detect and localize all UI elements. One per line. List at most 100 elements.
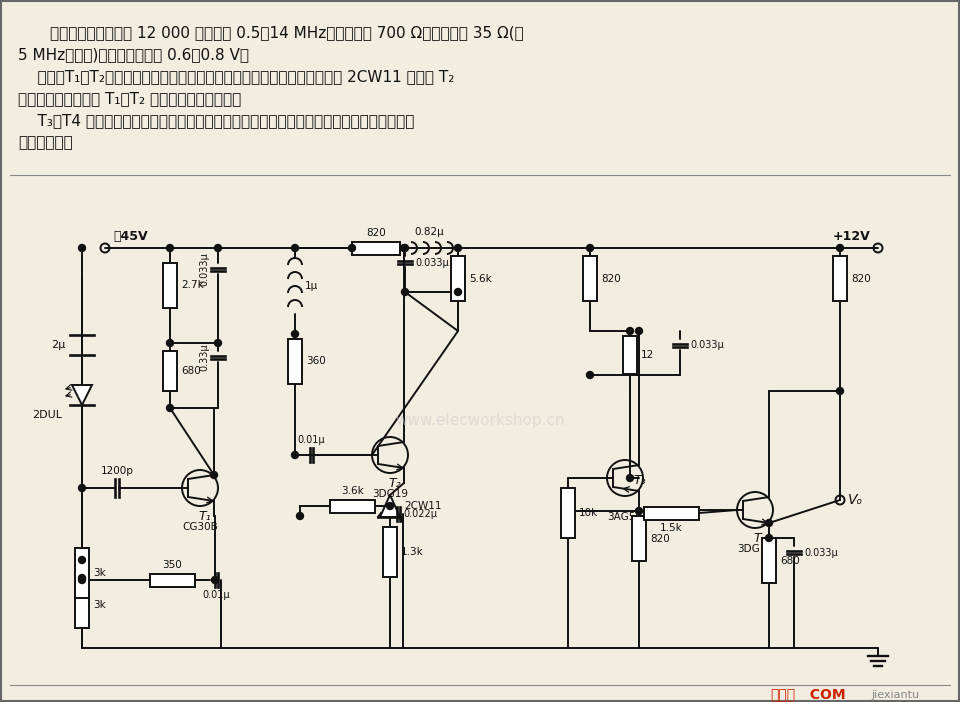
Bar bbox=[150, 574, 195, 587]
Bar bbox=[288, 339, 302, 384]
Circle shape bbox=[836, 244, 844, 251]
Text: 820: 820 bbox=[601, 274, 621, 284]
Text: 680: 680 bbox=[181, 366, 201, 376]
Text: 0.82μ: 0.82μ bbox=[414, 227, 444, 237]
Text: jiexiantu: jiexiantu bbox=[871, 690, 919, 700]
Circle shape bbox=[401, 244, 409, 251]
Text: T₄: T₄ bbox=[754, 532, 766, 545]
Text: －45V: －45V bbox=[113, 230, 148, 242]
Polygon shape bbox=[72, 385, 92, 405]
Bar bbox=[762, 538, 776, 583]
Bar bbox=[833, 256, 847, 301]
Text: 3AG50: 3AG50 bbox=[608, 512, 642, 522]
Text: 3k: 3k bbox=[93, 600, 106, 611]
Bar bbox=[561, 488, 575, 538]
Circle shape bbox=[765, 519, 773, 526]
Text: 360: 360 bbox=[306, 357, 325, 366]
Text: 0.01μ: 0.01μ bbox=[203, 590, 230, 600]
Bar bbox=[644, 507, 699, 520]
Polygon shape bbox=[380, 495, 400, 517]
Text: 820: 820 bbox=[366, 228, 386, 238]
Text: 5 MHz处测量)，输出噪声电平 0.6～0.8 V。: 5 MHz处测量)，输出噪声电平 0.6～0.8 V。 bbox=[18, 47, 249, 62]
Text: 0.033μ: 0.033μ bbox=[804, 548, 838, 557]
Bar bbox=[163, 263, 177, 308]
Circle shape bbox=[636, 328, 642, 334]
Circle shape bbox=[292, 451, 299, 458]
Text: Vₒ: Vₒ bbox=[848, 493, 863, 507]
Circle shape bbox=[627, 328, 634, 334]
Circle shape bbox=[454, 244, 462, 251]
Text: CG30B: CG30B bbox=[182, 522, 218, 532]
Text: 350: 350 bbox=[162, 560, 182, 570]
Bar bbox=[383, 527, 397, 577]
Text: 10k: 10k bbox=[579, 508, 598, 518]
Bar bbox=[75, 583, 89, 628]
Text: 2μ: 2μ bbox=[51, 340, 65, 350]
Text: +12V: +12V bbox=[832, 230, 870, 242]
Circle shape bbox=[79, 484, 85, 491]
Circle shape bbox=[401, 289, 409, 296]
Text: 的传输系数。: 的传输系数。 bbox=[18, 135, 73, 150]
Circle shape bbox=[765, 534, 773, 541]
Text: 12: 12 bbox=[641, 350, 655, 360]
Circle shape bbox=[166, 244, 174, 251]
Text: 0.022μ: 0.022μ bbox=[403, 509, 437, 519]
Circle shape bbox=[636, 508, 642, 515]
Text: 0.33μ: 0.33μ bbox=[199, 344, 209, 371]
Circle shape bbox=[166, 404, 174, 411]
Text: T₁: T₁ bbox=[199, 510, 211, 523]
Text: 2.7k: 2.7k bbox=[181, 281, 204, 291]
Circle shape bbox=[587, 244, 593, 251]
Bar bbox=[75, 548, 89, 598]
Text: 2DUL: 2DUL bbox=[32, 410, 62, 420]
Text: 820: 820 bbox=[851, 274, 871, 284]
Text: 0.033μ: 0.033μ bbox=[415, 258, 448, 267]
Text: 的发射极电位，保证 T₁，T₂ 之间的电位配置关系。: 的发射极电位，保证 T₁，T₂ 之间的电位配置关系。 bbox=[18, 91, 241, 106]
Circle shape bbox=[297, 512, 303, 519]
Circle shape bbox=[210, 472, 218, 479]
Circle shape bbox=[400, 244, 407, 251]
Circle shape bbox=[292, 244, 299, 251]
Text: 5.6k: 5.6k bbox=[469, 274, 492, 284]
Text: T₃: T₃ bbox=[633, 475, 646, 487]
Text: T₃，T4 为直接耦合反馈对，属于电压串联负反馈，降低输出阱抗，借以提高对低负载阱抗: T₃，T4 为直接耦合反馈对，属于电压串联负反馈，降低输出阱抗，借以提高对低负载… bbox=[18, 113, 415, 128]
Text: 0.033μ: 0.033μ bbox=[199, 253, 209, 286]
Text: 1.3k: 1.3k bbox=[401, 547, 423, 557]
Text: 1μ: 1μ bbox=[305, 281, 319, 291]
Text: 图中，T₁，T₂为直接耦合放大器，它们接成并联电流负反馈。稳压二极管 2CW11 提高了 T₂: 图中，T₁，T₂为直接耦合放大器，它们接成并联电流负反馈。稳压二极管 2CW11… bbox=[18, 69, 454, 84]
Circle shape bbox=[214, 244, 222, 251]
Text: 接线图: 接线图 bbox=[770, 688, 795, 702]
Text: 3k: 3k bbox=[93, 568, 106, 578]
Circle shape bbox=[387, 503, 394, 510]
Bar bbox=[623, 336, 637, 374]
Text: 0.033μ: 0.033μ bbox=[690, 340, 724, 350]
Text: T₂: T₂ bbox=[389, 477, 401, 490]
Text: 0.01μ: 0.01μ bbox=[298, 435, 325, 445]
Text: 本电路放大倍数约为 12 000 倍，带宽 0.5～14 MHz，输入阱抗 700 Ω，输出阱抗 35 Ω(在: 本电路放大倍数约为 12 000 倍，带宽 0.5～14 MHz，输入阱抗 70… bbox=[50, 25, 524, 40]
Bar bbox=[451, 256, 465, 301]
Text: 820: 820 bbox=[650, 534, 670, 543]
Text: 680: 680 bbox=[780, 555, 800, 566]
Text: 3DG19: 3DG19 bbox=[737, 544, 773, 554]
Circle shape bbox=[292, 331, 299, 338]
Bar bbox=[163, 351, 177, 391]
Circle shape bbox=[348, 244, 355, 251]
Circle shape bbox=[79, 574, 85, 581]
Circle shape bbox=[214, 340, 222, 347]
Text: COM: COM bbox=[800, 688, 846, 702]
Text: 1200p: 1200p bbox=[101, 466, 133, 476]
Circle shape bbox=[79, 244, 85, 251]
Bar bbox=[632, 516, 646, 561]
Text: www.elecworkshop.cn: www.elecworkshop.cn bbox=[396, 413, 564, 428]
Circle shape bbox=[166, 340, 174, 347]
Circle shape bbox=[211, 576, 219, 583]
Text: 2CW11: 2CW11 bbox=[404, 501, 442, 511]
Circle shape bbox=[79, 557, 85, 564]
Circle shape bbox=[79, 576, 85, 583]
Text: 3.6k: 3.6k bbox=[341, 486, 364, 496]
Text: 1.5k: 1.5k bbox=[660, 523, 683, 533]
Circle shape bbox=[627, 475, 634, 482]
Circle shape bbox=[836, 388, 844, 395]
Text: 3DG19: 3DG19 bbox=[372, 489, 408, 499]
Bar bbox=[352, 242, 400, 255]
